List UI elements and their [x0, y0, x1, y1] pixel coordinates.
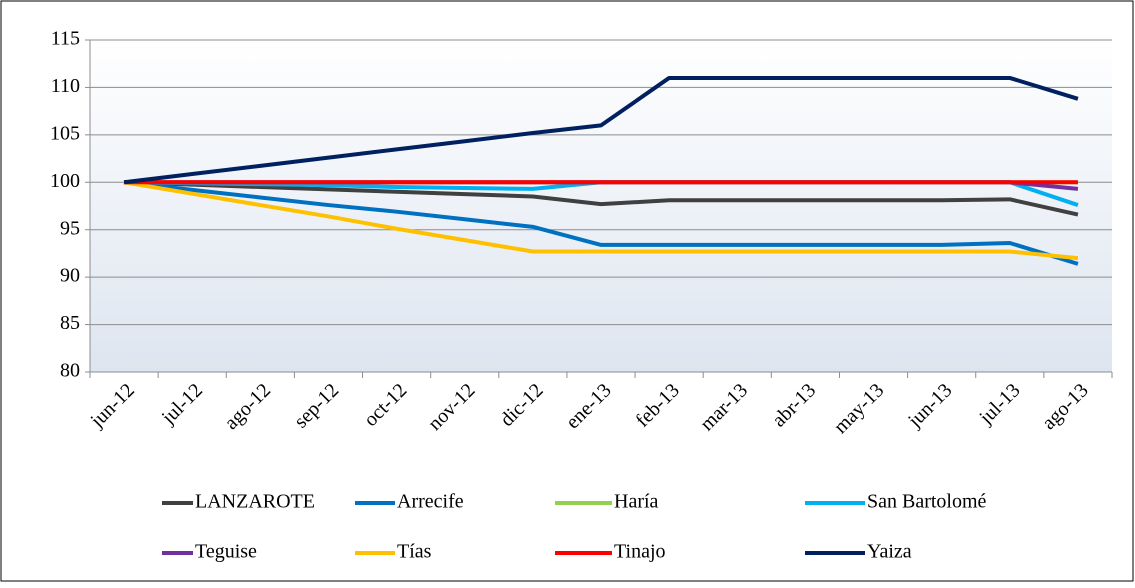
y-tick-label: 105	[50, 122, 80, 144]
legend-label: Arrecife	[397, 491, 464, 513]
y-tick-label: 90	[60, 265, 80, 287]
series-line	[123, 180, 1079, 261]
series-line	[123, 180, 1079, 217]
y-tick-label: 80	[60, 360, 80, 382]
series-line	[123, 180, 1079, 266]
legend-label: LANZAROTE	[195, 491, 315, 513]
legend-label: San Bartolomé	[867, 491, 987, 513]
y-tick-label: 115	[51, 28, 80, 50]
legend-label: Teguise	[195, 541, 257, 563]
legend-label: Tinajo	[614, 541, 666, 563]
y-tick-label: 85	[60, 312, 80, 334]
y-tick-label: 100	[50, 170, 80, 192]
y-tick-label: 110	[51, 75, 80, 97]
y-tick-label: 95	[60, 217, 80, 239]
legend-label: Haría	[614, 491, 659, 513]
legend-label: Tías	[397, 541, 432, 563]
legend-label: Yaiza	[867, 541, 912, 563]
series-line	[123, 75, 1079, 185]
